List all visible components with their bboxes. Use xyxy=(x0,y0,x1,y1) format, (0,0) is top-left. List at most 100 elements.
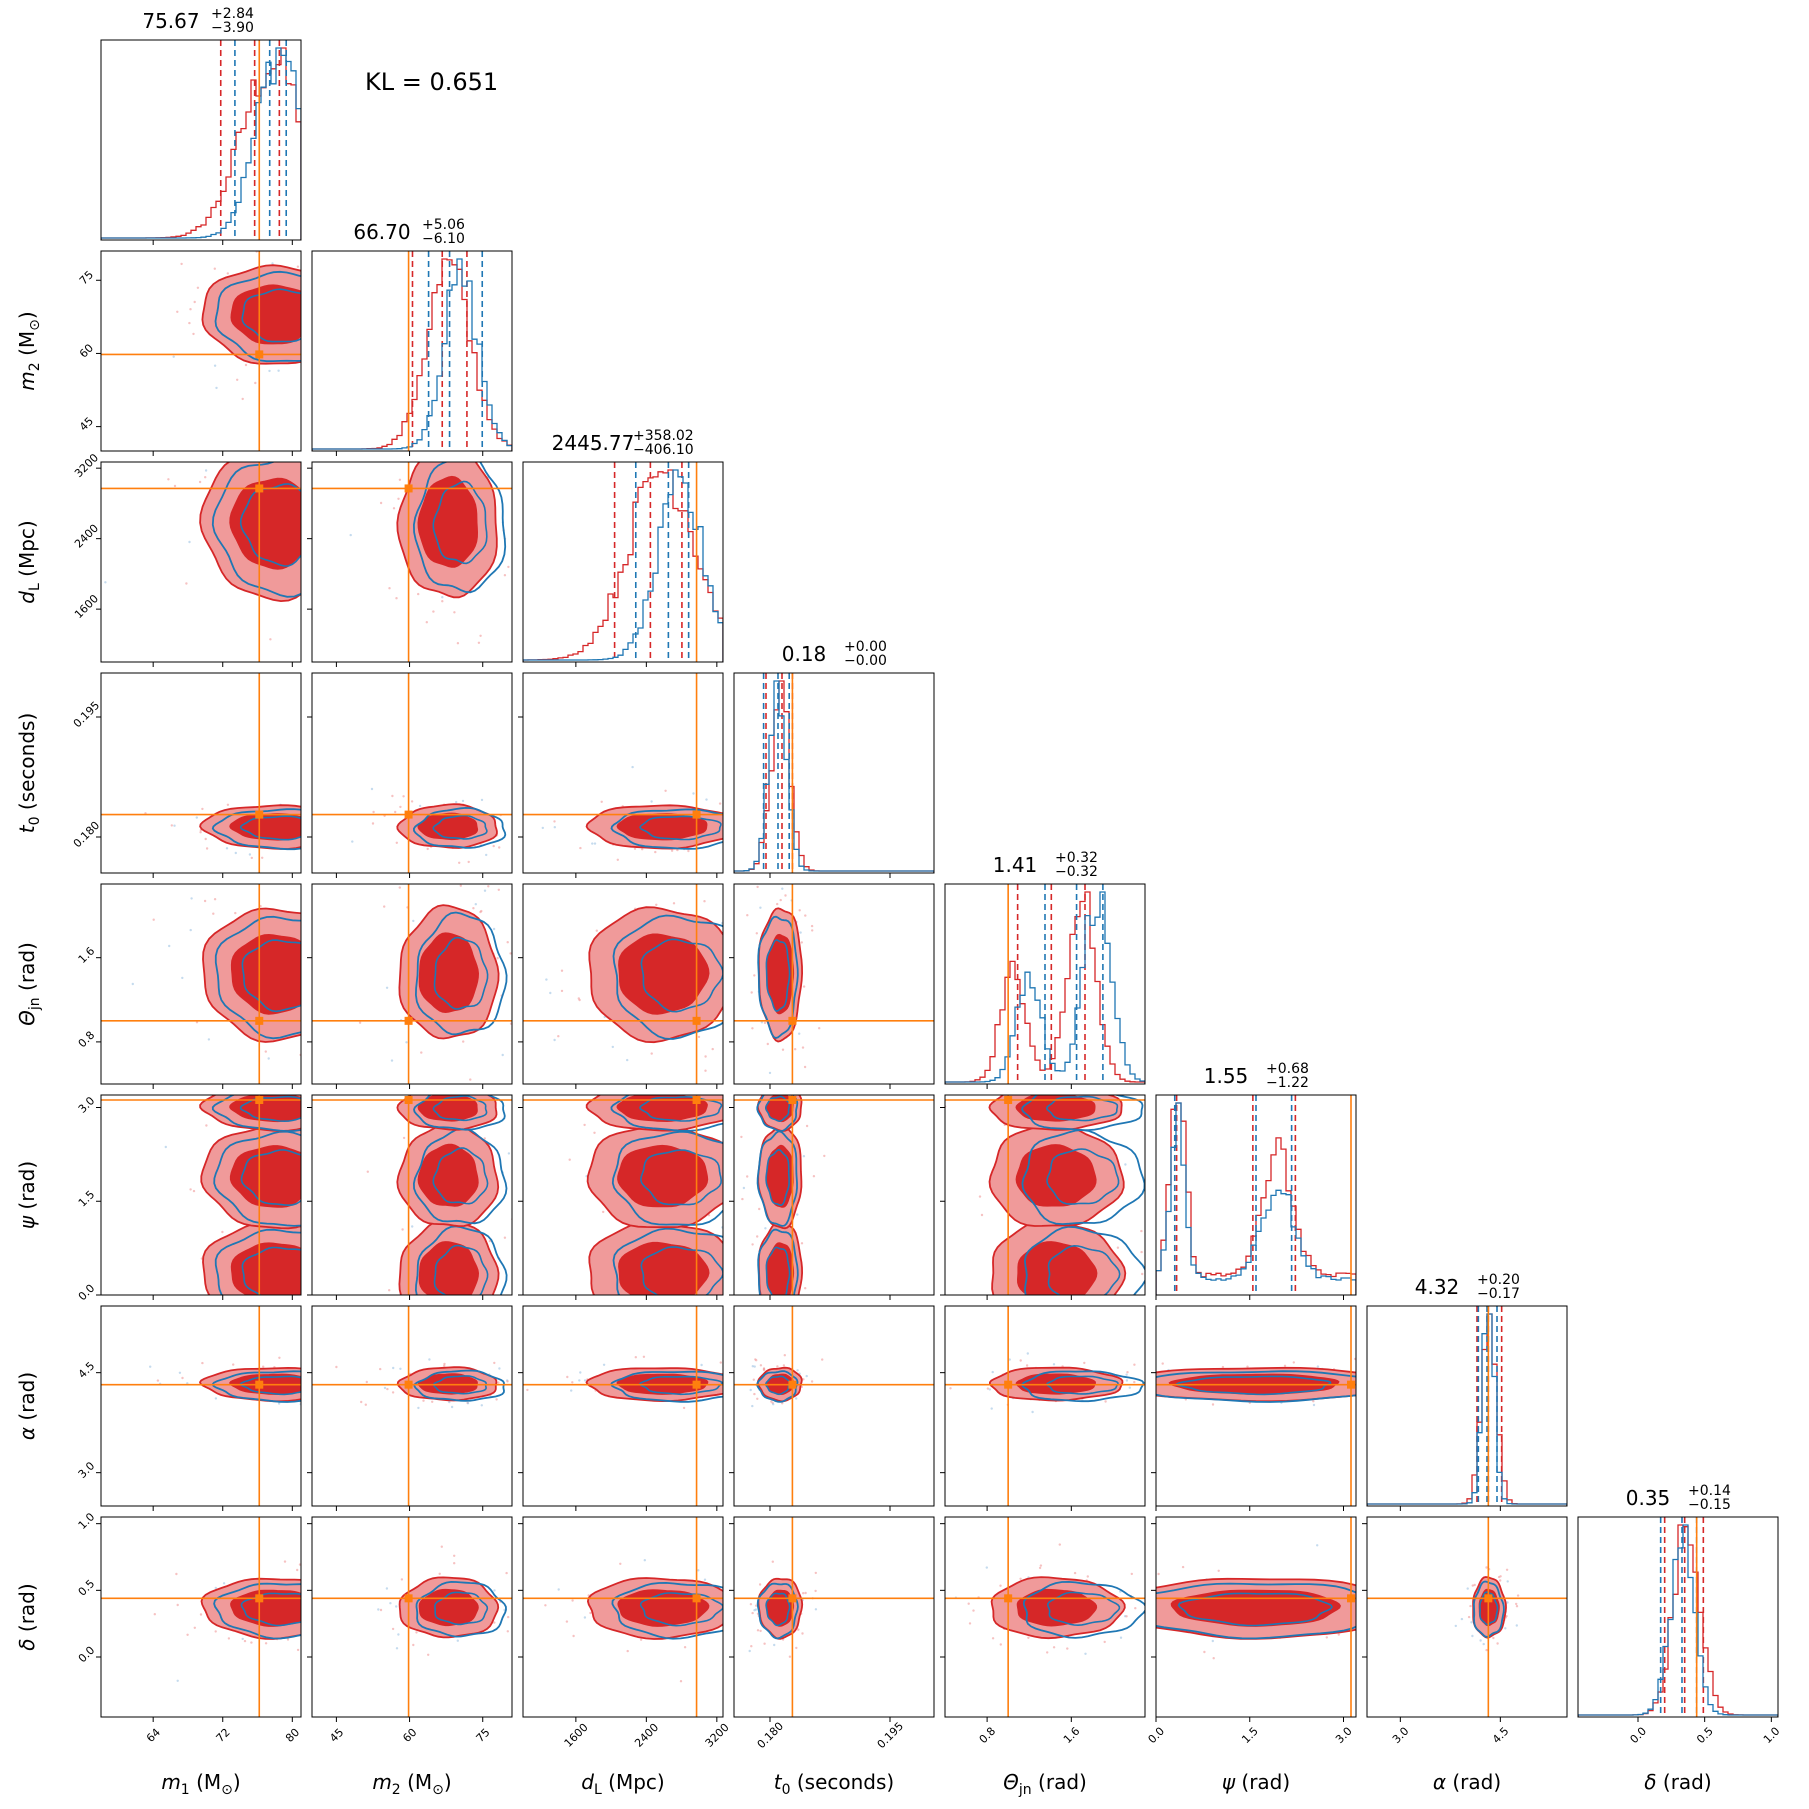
scatter-point xyxy=(1046,1054,1048,1056)
scatter-point xyxy=(507,1152,511,1155)
scatter-point xyxy=(303,365,305,367)
scatter-point xyxy=(524,1554,526,1556)
panel-frame xyxy=(944,1305,1146,1507)
scatter-point xyxy=(319,1389,321,1391)
scatter-point xyxy=(450,458,452,460)
scatter-point xyxy=(309,1377,311,1379)
scatter-point xyxy=(794,1075,796,1077)
scatter-point xyxy=(493,1589,496,1592)
scatter-point xyxy=(626,1058,629,1062)
scatter-point xyxy=(189,1188,192,1191)
scatter-point xyxy=(661,1327,663,1329)
scatter-point xyxy=(650,800,653,803)
scatter-point xyxy=(545,978,548,981)
contour-panel-alpha-vs-psi xyxy=(1156,1306,1442,1506)
scatter-point xyxy=(571,1599,574,1602)
histogram-title-m2: 66.70 xyxy=(353,220,410,244)
scatter-point xyxy=(397,497,400,500)
scatter-point xyxy=(196,286,200,289)
scatter-point xyxy=(181,976,184,980)
blue-contour-inner xyxy=(432,814,488,840)
scatter-point xyxy=(627,1076,629,1078)
scatter-point xyxy=(544,1604,547,1607)
contour-panel-delta-vs-m1 xyxy=(101,1517,301,1717)
scatter-point xyxy=(195,1410,197,1412)
label-symbol: δ xyxy=(1644,1770,1656,1794)
scatter-point xyxy=(801,1124,803,1126)
scatter-point xyxy=(753,974,756,977)
scatter-point xyxy=(814,1608,818,1611)
scatter-point xyxy=(1382,1601,1384,1603)
scatter-point xyxy=(317,841,319,843)
scatter-point xyxy=(375,944,377,946)
scatter-point xyxy=(450,1405,454,1409)
scatter-point xyxy=(607,1303,609,1305)
scatter-point xyxy=(226,272,229,275)
contour-panel-t0-vs-m1 xyxy=(101,673,326,873)
blue-contour-outer xyxy=(412,806,507,849)
scatter-point xyxy=(269,638,272,641)
label-subscript: 0 xyxy=(782,1782,791,1798)
scatter-point xyxy=(1337,1633,1341,1636)
scatter-point xyxy=(505,1571,508,1575)
scatter-point xyxy=(1425,1391,1427,1393)
blue-contour-outer xyxy=(756,1370,799,1403)
x-axis-label-m1: m1 (M⊙) xyxy=(161,1770,240,1798)
scatter-point xyxy=(683,1646,687,1649)
scatter-point xyxy=(314,994,316,996)
histogram-title-alpha: 4.32 xyxy=(1415,1275,1460,1299)
scatter-point xyxy=(719,1361,722,1364)
blue-contour-outer xyxy=(214,270,301,363)
scatter-point xyxy=(783,1354,786,1357)
scatter-point xyxy=(749,1618,751,1620)
scatter-point xyxy=(1037,1080,1039,1082)
scatter-point xyxy=(432,1081,434,1083)
scatter-point xyxy=(697,1035,701,1039)
scatter-point xyxy=(1473,1583,1476,1587)
x-tick-label: 72 xyxy=(214,1726,233,1745)
scatter-point xyxy=(426,847,429,851)
scatter-point xyxy=(568,1158,571,1161)
blue-contour-inner xyxy=(241,939,301,1013)
scatter-point xyxy=(261,454,263,456)
x-axis-label-dL: dL (Mpc) xyxy=(581,1770,664,1798)
scatter-point xyxy=(422,1399,425,1402)
scatter-point xyxy=(506,1380,509,1383)
scatter-point xyxy=(323,816,325,818)
x-axis-label-t0: t0 (seconds) xyxy=(774,1770,894,1798)
label-subscript: L xyxy=(594,1782,602,1798)
scatter-point xyxy=(773,1643,776,1647)
scatter-point xyxy=(324,821,326,823)
scatter-point xyxy=(343,1007,345,1009)
blue-contour-outer xyxy=(1021,1129,1145,1226)
scatter-point xyxy=(392,1366,395,1370)
scatter-point xyxy=(670,849,674,852)
scatter-point xyxy=(1380,1389,1382,1391)
scatter-point xyxy=(261,856,264,859)
scatter-point xyxy=(1471,1634,1474,1638)
scatter-point xyxy=(633,847,637,850)
scatter-point xyxy=(411,1225,414,1228)
scatter-point xyxy=(1070,1006,1072,1008)
x-axis-label-alpha: α (rad) xyxy=(1433,1770,1501,1794)
panel-frame xyxy=(733,1094,935,1296)
scatter-point xyxy=(446,458,448,460)
scatter-point xyxy=(1221,1365,1225,1369)
blue-contour-inner xyxy=(239,815,301,841)
scatter-point xyxy=(1353,1357,1356,1361)
scatter-point xyxy=(1440,1391,1442,1393)
scatter-point xyxy=(345,364,347,366)
scatter-point xyxy=(493,1621,496,1624)
histogram-title-delta: 0.35 xyxy=(1626,1486,1671,1510)
scatter-point xyxy=(1057,1343,1059,1345)
label-close: ) xyxy=(233,1770,241,1794)
scatter-point xyxy=(212,912,215,915)
scatter-point xyxy=(986,1387,990,1390)
label-unit: (rad) xyxy=(15,1583,39,1638)
scatter-point xyxy=(441,600,444,603)
label-unit: (M xyxy=(15,331,39,362)
panel-frame xyxy=(944,1094,1146,1296)
y-tick-label: 1.5 xyxy=(76,1188,98,1210)
kl-annotation: KL = 0.651 xyxy=(365,68,498,96)
blue-contour-outer xyxy=(414,911,508,1036)
